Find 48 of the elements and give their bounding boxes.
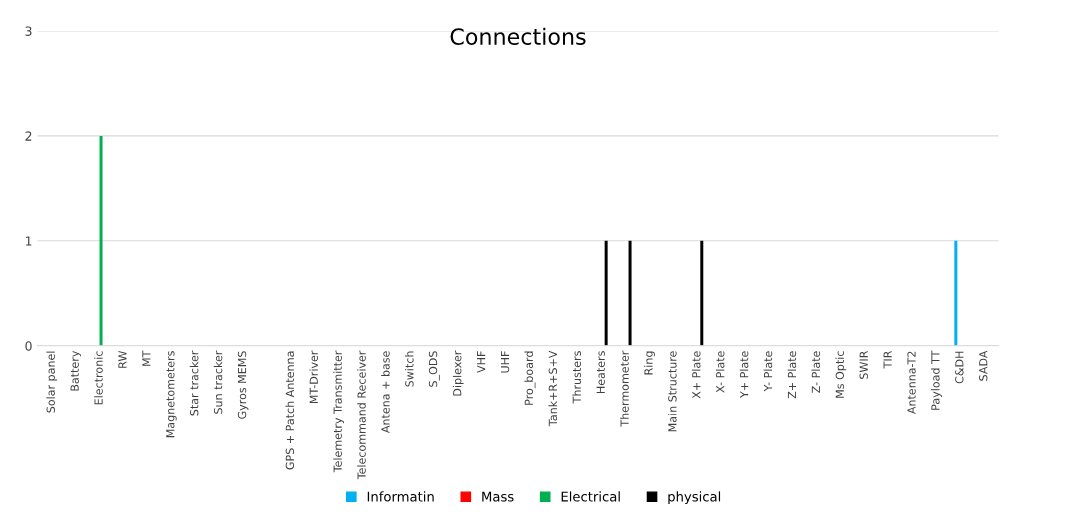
x-tick-label: Payload TT [931,350,942,410]
x-tick-label: VHF [477,351,486,373]
y-tick-label: 1 [25,236,32,246]
x-tick-label: Antenna-T2 [907,351,916,415]
x-tick-label: X- Plate [715,351,725,393]
x-tick-label: MT-Driver [309,350,318,404]
x-tick-label: SADA [979,350,988,381]
x-tick-label: Z- Plate [811,351,821,393]
x-tick-label: MT [142,350,151,366]
x-tick-label: SWIR [859,350,868,379]
x-tick-label: Battery [70,350,82,391]
x-tick-label: Solar panel [46,351,58,413]
chart-title: Connections [450,27,586,45]
x-tick-label: X+ Plate [691,351,701,399]
x-tick-label: Main Structure [668,351,677,432]
legend-label: physical [668,491,721,505]
x-tick-label: Diplexer [452,350,464,396]
x-tick-label: Y- Plate [763,351,773,392]
legend-label: Informatin [367,491,434,502]
x-tick-label: UHF [500,351,510,373]
x-tick-label: GPS + Patch Antenna [285,351,295,470]
x-tick-label: Electronic [94,351,103,405]
x-tick-label: TIR [883,350,892,369]
x-tick-label: RW [118,350,127,368]
x-tick-label: Heaters [596,351,605,394]
x-tick-label: Star tracker [189,350,199,416]
x-tick-label: Switch [405,351,414,387]
x-tick-label: Magnetometers [166,351,177,438]
y-tick-label: 3 [25,26,32,36]
x-tick-label: Sun tracker [213,350,223,414]
x-tick-label: Ring [644,351,655,375]
legend-label: Mass [482,491,514,502]
x-tick-label: Pro_board [524,351,536,405]
x-tick-label: Thrusters [572,351,581,404]
x-tick-label: Z+ Plate [787,351,797,399]
x-tick-label: Telemetry Transmitter [333,350,345,473]
x-tick-label: Antena + base [381,351,390,434]
y-tick-label: 0 [25,341,32,351]
x-tick-label: Tank+R+S+V [548,350,558,427]
x-tick-label: Y+ Plate [739,351,749,399]
x-tick-label: C&DH [955,351,964,384]
legend-label: Electrical [561,491,620,502]
y-tick-label: 2 [25,131,32,141]
x-tick-label: Thermometer [620,350,629,427]
x-tick-label: Ms Optic [835,351,847,398]
x-tick-label: S_ODS [428,351,440,387]
x-tick-label: Gyros MEMS [237,351,249,419]
x-tick-label: Telecommand Receiver [357,350,366,480]
